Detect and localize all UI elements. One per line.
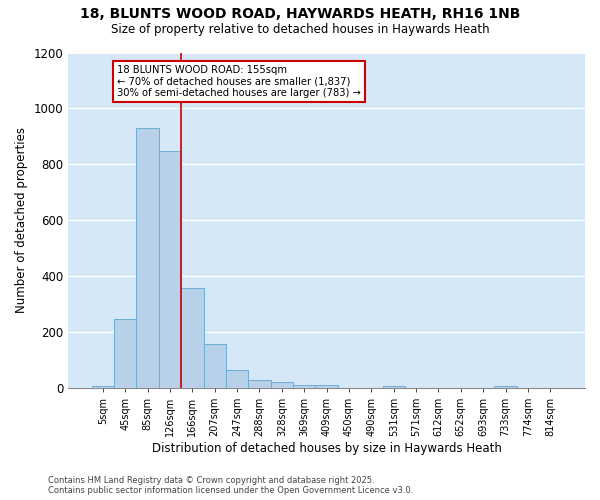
Bar xyxy=(383,386,405,388)
Bar xyxy=(159,151,181,388)
Bar xyxy=(92,386,114,388)
Bar xyxy=(226,370,248,388)
Bar xyxy=(248,380,271,388)
Text: 18 BLUNTS WOOD ROAD: 155sqm
← 70% of detached houses are smaller (1,837)
30% of : 18 BLUNTS WOOD ROAD: 155sqm ← 70% of det… xyxy=(117,65,361,98)
Bar xyxy=(316,385,338,388)
Text: 18, BLUNTS WOOD ROAD, HAYWARDS HEATH, RH16 1NB: 18, BLUNTS WOOD ROAD, HAYWARDS HEATH, RH… xyxy=(80,8,520,22)
Bar xyxy=(271,382,293,388)
Text: Size of property relative to detached houses in Haywards Heath: Size of property relative to detached ho… xyxy=(110,22,490,36)
Y-axis label: Number of detached properties: Number of detached properties xyxy=(15,128,28,314)
Bar xyxy=(494,386,517,388)
Bar xyxy=(114,318,136,388)
X-axis label: Distribution of detached houses by size in Haywards Heath: Distribution of detached houses by size … xyxy=(152,442,502,455)
Bar xyxy=(293,384,316,388)
Bar xyxy=(136,128,159,388)
Bar xyxy=(203,344,226,388)
Text: Contains HM Land Registry data © Crown copyright and database right 2025.
Contai: Contains HM Land Registry data © Crown c… xyxy=(48,476,413,495)
Bar xyxy=(181,288,203,388)
